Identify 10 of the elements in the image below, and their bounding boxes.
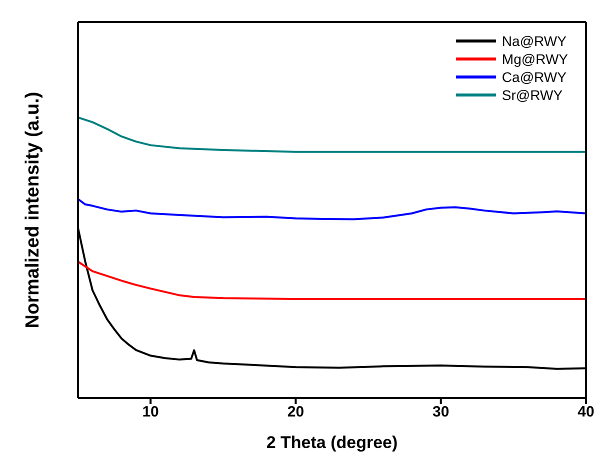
legend-label: Mg@RWY [502,50,568,68]
y-axis-title: Normalized intensity (a.u.) [22,92,44,328]
x-tick-label: 20 [287,404,304,421]
x-tick-label: 30 [432,404,450,421]
legend-label: Ca@RWY [502,68,566,86]
x-tick-label: 40 [578,404,594,421]
x-axis-title: 2 Theta (degree) [266,433,398,452]
legend-label: Na@RWY [502,32,566,50]
legend-label: Sr@RWY [502,86,563,104]
x-tick-label: 10 [142,404,159,421]
